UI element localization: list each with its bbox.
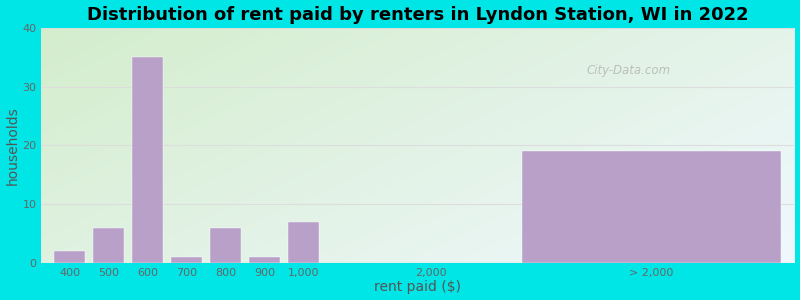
Title: Distribution of rent paid by renters in Lyndon Station, WI in 2022: Distribution of rent paid by renters in …: [87, 6, 749, 24]
Bar: [522, 151, 782, 263]
Bar: [94, 228, 125, 263]
Bar: [132, 57, 163, 263]
Bar: [171, 257, 202, 263]
X-axis label: rent paid ($): rent paid ($): [374, 280, 462, 294]
Bar: [288, 222, 319, 263]
Bar: [249, 257, 280, 263]
Bar: [54, 251, 86, 263]
Y-axis label: households: households: [6, 106, 19, 185]
Text: City-Data.com: City-Data.com: [586, 64, 671, 77]
Bar: [210, 228, 242, 263]
